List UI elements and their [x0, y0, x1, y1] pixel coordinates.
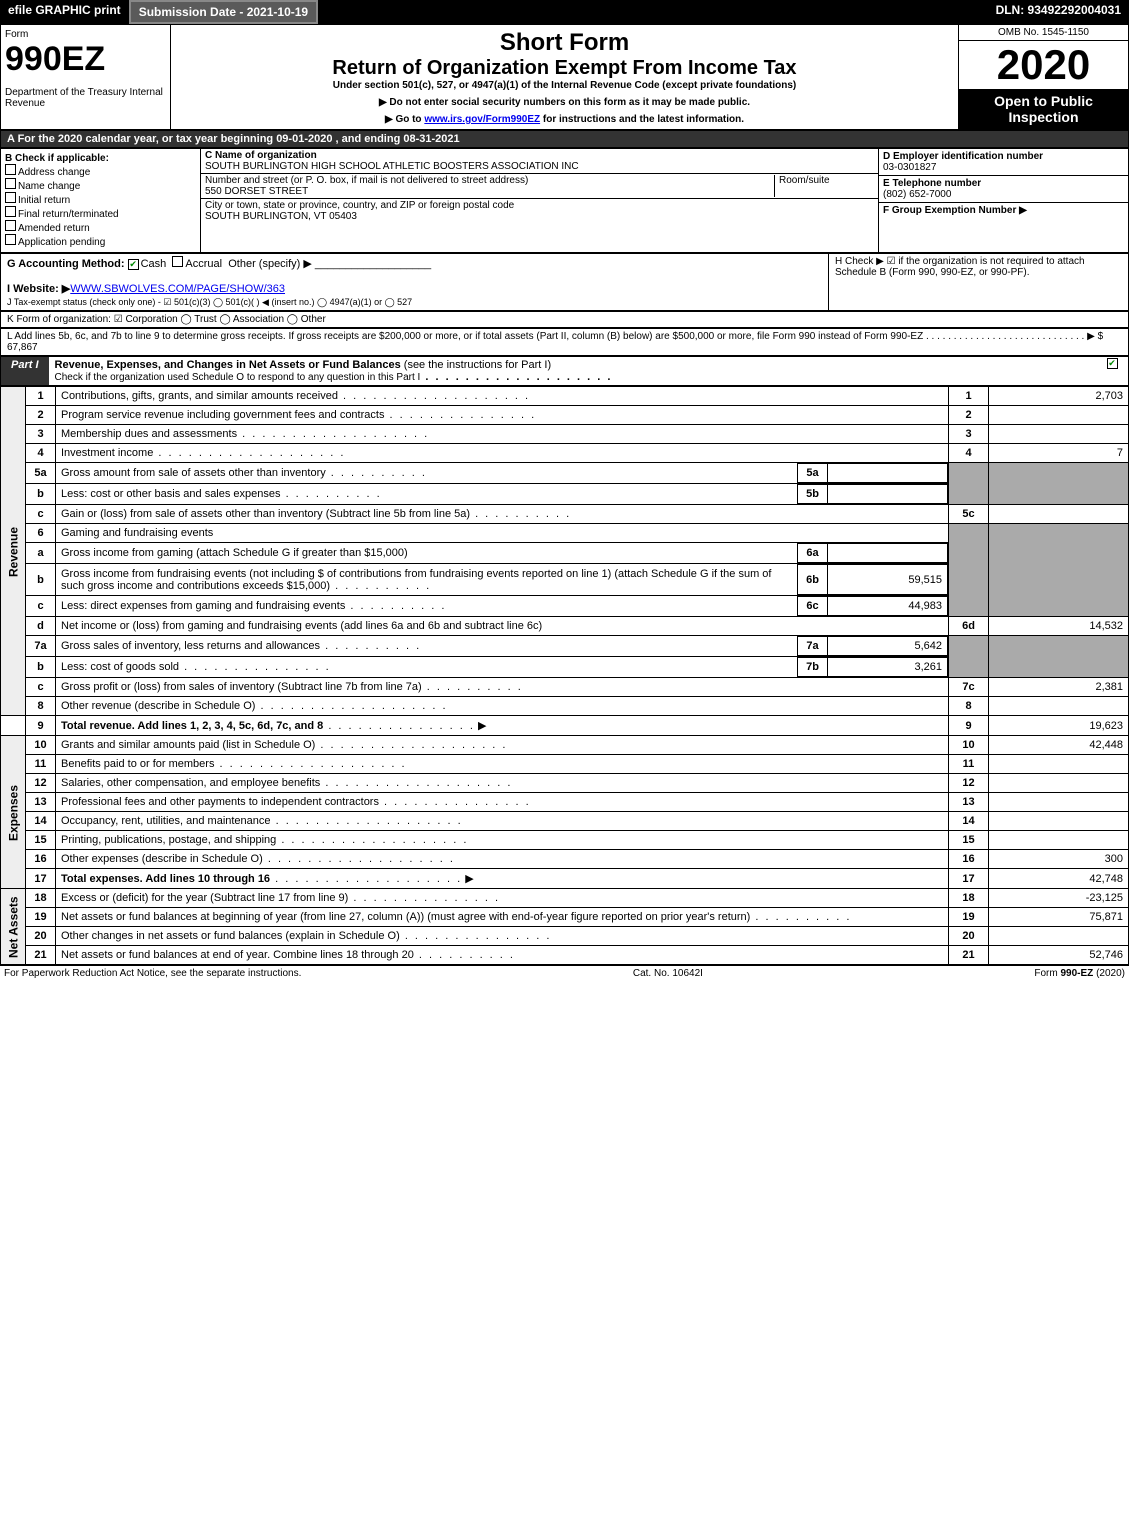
line-j: J Tax-exempt status (check only one) - ☑…	[7, 297, 822, 308]
instruction-1: ▶ Do not enter social security numbers o…	[175, 97, 954, 108]
val-6d: 14,532	[989, 617, 1129, 636]
instruction-2: ▶ Go to www.irs.gov/Form990EZ for instru…	[175, 114, 954, 125]
efile-label[interactable]: efile GRAPHIC print	[0, 0, 129, 24]
ein: 03-0301827	[883, 162, 936, 173]
val-13	[989, 793, 1129, 812]
row-gh: G Accounting Method: Cash Accrual Other …	[0, 253, 1129, 311]
footer-mid: Cat. No. 10642I	[633, 968, 703, 979]
subtitle: Under section 501(c), 527, or 4947(a)(1)…	[175, 80, 954, 91]
check-cash[interactable]	[128, 259, 139, 270]
submission-date: Submission Date - 2021-10-19	[129, 0, 318, 24]
val-6a	[828, 544, 948, 563]
phone: (802) 652-7000	[883, 189, 951, 200]
footer-right: Form 990-EZ (2020)	[1034, 968, 1125, 979]
page-footer: For Paperwork Reduction Act Notice, see …	[0, 965, 1129, 981]
part-1-table: Revenue 1Contributions, gifts, grants, a…	[0, 386, 1129, 965]
org-address: 550 DORSET STREET	[205, 186, 308, 197]
val-7c: 2,381	[989, 678, 1129, 697]
org-city: SOUTH BURLINGTON, VT 05403	[205, 211, 357, 222]
short-form-title: Short Form	[175, 29, 954, 57]
box-b: B Check if applicable: Address change Na…	[1, 149, 201, 252]
val-3	[989, 425, 1129, 444]
footer-left: For Paperwork Reduction Act Notice, see …	[4, 968, 301, 979]
val-1: 2,703	[989, 387, 1129, 406]
sidebar-expenses: Expenses	[1, 736, 26, 889]
omb-number: OMB No. 1545-1150	[959, 25, 1128, 41]
val-15	[989, 831, 1129, 850]
val-18: -23,125	[989, 889, 1129, 908]
check-amended-return[interactable]	[5, 220, 16, 231]
val-16: 300	[989, 850, 1129, 869]
val-4: 7	[989, 444, 1129, 463]
val-8	[989, 697, 1129, 716]
val-10: 42,448	[989, 736, 1129, 755]
val-9: 19,623	[989, 716, 1129, 736]
val-7a: 5,642	[828, 637, 948, 656]
irs-link[interactable]: www.irs.gov/Form990EZ	[424, 114, 540, 125]
val-5b	[828, 485, 948, 504]
form-number: 990EZ	[5, 40, 166, 79]
box-c: C Name of organizationSOUTH BURLINGTON H…	[201, 149, 878, 252]
box-def: D Employer identification number03-03018…	[878, 149, 1128, 252]
val-17: 42,748	[989, 869, 1129, 889]
val-5a	[828, 464, 948, 483]
check-application-pending[interactable]	[5, 234, 16, 245]
part-1-header: Part I Revenue, Expenses, and Changes in…	[0, 356, 1129, 386]
val-19: 75,871	[989, 908, 1129, 927]
val-12	[989, 774, 1129, 793]
val-2	[989, 406, 1129, 425]
val-7b: 3,261	[828, 658, 948, 677]
dln: DLN: 93492292004031	[988, 0, 1129, 24]
val-14	[989, 812, 1129, 831]
tax-year: 2020	[959, 41, 1128, 89]
line-g: G Accounting Method: Cash Accrual Other …	[1, 254, 828, 310]
val-5c	[989, 505, 1129, 524]
section-bcdef: B Check if applicable: Address change Na…	[0, 148, 1129, 253]
line-a: A For the 2020 calendar year, or tax yea…	[0, 130, 1129, 148]
form-header: Form 990EZ Department of the Treasury In…	[0, 24, 1129, 130]
org-name: SOUTH BURLINGTON HIGH SCHOOL ATHLETIC BO…	[205, 161, 579, 172]
part1-scho-check[interactable]	[1107, 358, 1118, 369]
val-21: 52,746	[989, 946, 1129, 965]
line-h: H Check ▶ ☑ if the organization is not r…	[828, 254, 1128, 310]
check-name-change[interactable]	[5, 178, 16, 189]
val-20	[989, 927, 1129, 946]
top-bar: efile GRAPHIC print Submission Date - 20…	[0, 0, 1129, 24]
val-6b: 59,515	[828, 565, 948, 595]
line-l: L Add lines 5b, 6c, and 7b to line 9 to …	[0, 328, 1129, 356]
val-6c: 44,983	[828, 597, 948, 616]
line-k: K Form of organization: ☑ Corporation ◯ …	[0, 311, 1129, 328]
check-address-change[interactable]	[5, 164, 16, 175]
check-initial-return[interactable]	[5, 192, 16, 203]
department: Department of the Treasury Internal Reve…	[5, 87, 166, 109]
form-label: Form	[5, 29, 166, 40]
website-link[interactable]: WWW.SBWOLVES.COM/PAGE/SHOW/363	[70, 283, 285, 295]
sidebar-revenue: Revenue	[1, 387, 26, 716]
check-accrual[interactable]	[172, 256, 183, 267]
check-final-return[interactable]	[5, 206, 16, 217]
open-to-public: Open to Public Inspection	[959, 89, 1128, 129]
main-title: Return of Organization Exempt From Incom…	[175, 57, 954, 80]
val-11	[989, 755, 1129, 774]
sidebar-net-assets: Net Assets	[1, 889, 26, 965]
